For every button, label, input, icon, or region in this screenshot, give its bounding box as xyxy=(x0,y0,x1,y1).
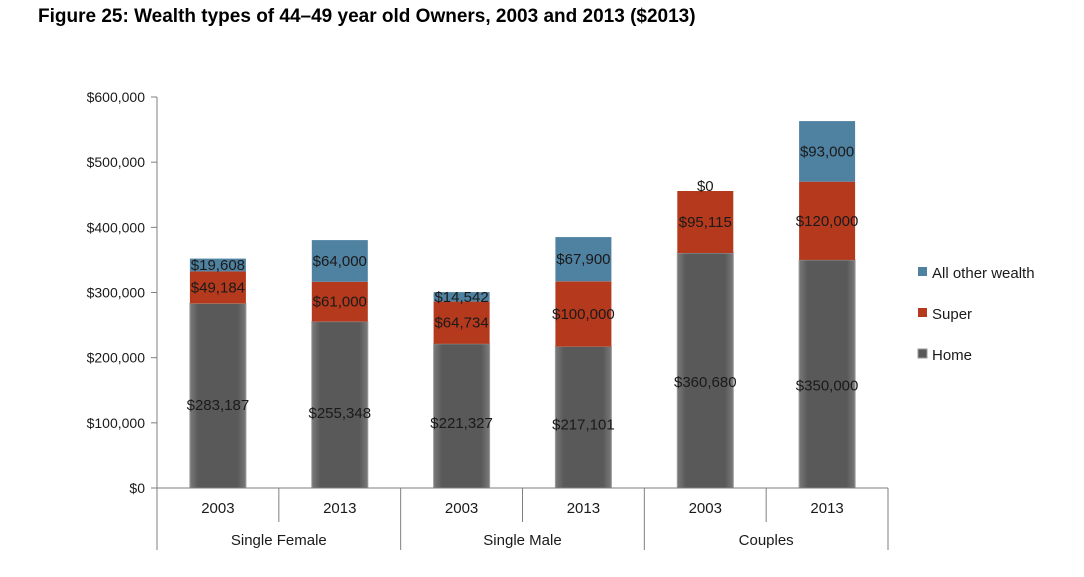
bar-super xyxy=(799,181,856,260)
y-tick-label: $600,000 xyxy=(87,89,146,105)
legend-label: All other wealth xyxy=(932,265,1035,282)
bar-home xyxy=(311,321,369,489)
y-tick-label: $100,000 xyxy=(87,415,146,431)
data-label: $221,327 xyxy=(430,415,493,432)
bar-super xyxy=(555,281,612,347)
data-label: $49,184 xyxy=(191,279,245,296)
data-label: $0 xyxy=(697,178,714,195)
axes-layer: $0 $100,000 $200,000 $300,000 $400,000 $500,0… xyxy=(87,89,889,550)
bar-super xyxy=(189,271,246,304)
bars-layer xyxy=(189,121,856,489)
data-label: $255,348 xyxy=(309,405,372,422)
bar-home xyxy=(189,303,247,489)
bar-home xyxy=(798,259,856,489)
data-label: $217,101 xyxy=(552,416,615,433)
data-label: $100,000 xyxy=(552,306,615,323)
y-tick-label: $500,000 xyxy=(87,154,146,170)
x-tick-label: 2003 xyxy=(689,500,722,517)
legend-swatch-home xyxy=(917,348,928,359)
bar-all-other-wealth xyxy=(433,292,490,302)
legend: All other wealth Super Home xyxy=(917,265,1035,364)
bar-all-other-wealth xyxy=(799,121,856,182)
data-label: $283,187 xyxy=(187,397,250,414)
legend-label: Home xyxy=(932,347,972,364)
data-label: $350,000 xyxy=(796,377,859,394)
x-tick-label: 2003 xyxy=(445,500,478,517)
legend-swatch-super xyxy=(918,308,927,317)
x-tick-label: 2013 xyxy=(567,500,600,517)
x-group-label: Single Male xyxy=(483,532,561,549)
data-label: $61,000 xyxy=(313,294,367,311)
x-tick-label: 2013 xyxy=(810,500,843,517)
bar-super xyxy=(677,191,734,253)
data-label: $360,680 xyxy=(674,374,737,391)
x-tick-label: 2013 xyxy=(323,500,356,517)
data-label: $14,542 xyxy=(434,289,488,306)
data-labels-layer: $283,187 $49,184 $19,608 $255,348 $61,000 $64… xyxy=(187,143,859,433)
bar-super xyxy=(311,281,368,322)
y-tick-label: $300,000 xyxy=(87,285,146,301)
bar-home xyxy=(554,346,612,489)
x-group-label: Single Female xyxy=(231,532,327,549)
bar-all-other-wealth xyxy=(311,240,368,282)
data-label: $120,000 xyxy=(796,213,859,230)
bar-all-other-wealth xyxy=(189,258,246,272)
data-label: $93,000 xyxy=(800,143,854,160)
y-tick-label: $400,000 xyxy=(87,219,146,235)
data-label: $95,115 xyxy=(679,214,732,231)
bar-super xyxy=(433,301,490,344)
legend-swatch-all-other-wealth xyxy=(918,267,927,276)
data-label: $64,734 xyxy=(434,315,488,332)
y-tick-label: $0 xyxy=(129,480,145,496)
data-label: $67,900 xyxy=(556,251,610,268)
chart-title: Figure 25: Wealth types of 44–49 year ol… xyxy=(38,6,696,27)
legend-label: Super xyxy=(932,306,972,323)
bar-home xyxy=(676,252,734,489)
data-label: $19,608 xyxy=(191,257,245,274)
y-tick-label: $200,000 xyxy=(87,350,146,366)
x-group-label: Couples xyxy=(739,532,794,549)
x-tick-label: 2003 xyxy=(201,500,234,517)
bar-all-other-wealth xyxy=(555,237,612,282)
bar-home xyxy=(433,343,491,489)
data-label: $64,000 xyxy=(313,253,367,270)
